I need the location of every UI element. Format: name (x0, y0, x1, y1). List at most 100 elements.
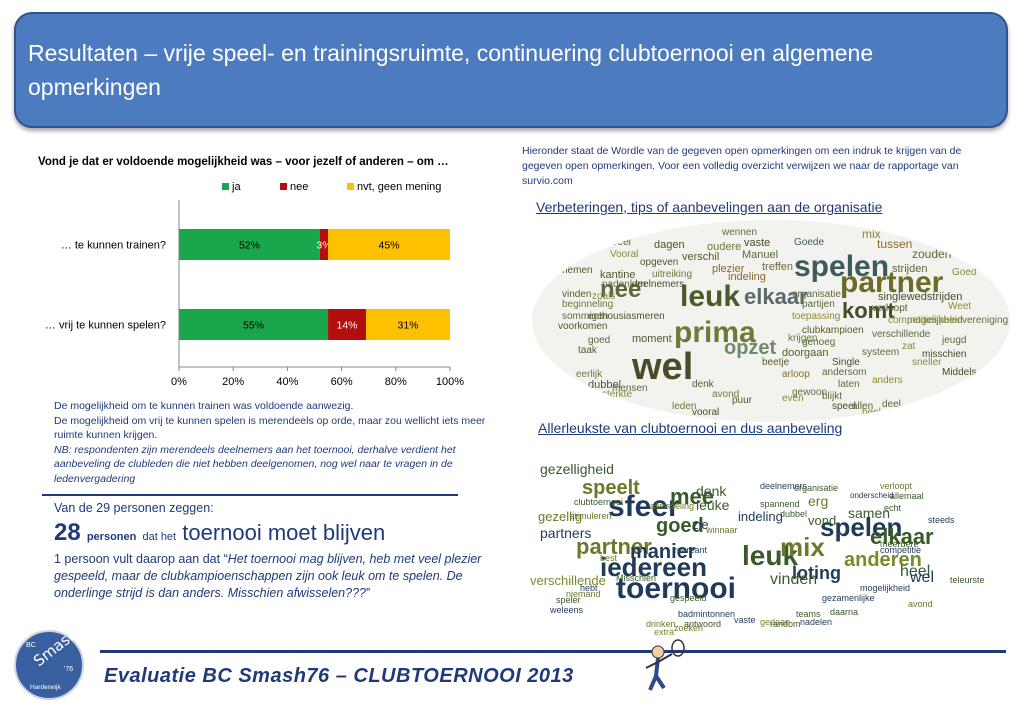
data-label: 31% (397, 320, 418, 332)
logo-name: Smash (30, 624, 81, 671)
cloud-word: allemaal (890, 491, 924, 501)
cloud-word: jeugd (942, 335, 967, 346)
data-label: 45% (379, 240, 400, 252)
cloud-word: mogelijkheid (907, 315, 963, 326)
cloud-word: dagen (654, 239, 685, 251)
cloud-word: taak (578, 345, 597, 356)
quote-text: Het toernooi mag blijven, heb met veel p… (54, 552, 482, 600)
cloud-word: verloopt (880, 481, 913, 491)
cloud-word: winnaar (706, 525, 738, 535)
respondent-quote: 1 persoon vult daarop aan dat “Het toern… (54, 551, 494, 602)
legend-swatch (347, 183, 354, 190)
legend-swatch (222, 183, 229, 190)
cloud-word: verloopt (872, 303, 908, 314)
cloud-word: zat (902, 341, 916, 352)
cloud-word: heel (900, 563, 931, 580)
cloud-word: doorgaan (782, 347, 829, 359)
note-line-3: NB: respondenten zijn merendeels deelnem… (54, 443, 456, 485)
cloud-word: vaste (734, 615, 756, 625)
bar-segment (179, 229, 320, 260)
bar-segment (328, 309, 366, 340)
cloud2-heading: Allerleukste van clubtoernooi en dus aan… (538, 420, 843, 436)
cloud-word: organisatie (792, 289, 841, 300)
word-cloud-favourites: toernooi iedereen leuk sfeer mix spelen elkaar… (530, 440, 985, 636)
cloud-word: arloop (782, 369, 810, 380)
cloud-word: eerlijk (576, 369, 603, 380)
legend-swatch (280, 183, 287, 190)
cloud-word: dubbel (588, 379, 622, 391)
cloud-word: opzet (724, 337, 777, 359)
cloud-word: Single (832, 357, 860, 368)
cloud-word: dubbel (780, 509, 808, 519)
cloud-word: leuke (696, 497, 730, 513)
cloud-word: goed (588, 335, 611, 346)
cloud-word: systeem (862, 347, 900, 358)
cloud-word: drinken (646, 619, 676, 629)
data-label: 52% (239, 240, 260, 252)
cloud-word: zoals (592, 291, 616, 302)
cloud-word: oudere (707, 241, 742, 253)
cloud-word: vinden (562, 289, 592, 300)
cloud-word: gezamenlijke (822, 593, 875, 603)
cloud-word: beetje (762, 357, 790, 368)
stacked-bar-chart: ja nee nvt, geen mening 0% 20% 40% 60% 80% 100% …… (45, 181, 464, 388)
cloud-word: Manuel (742, 249, 779, 261)
cloud-word: verschillende (530, 573, 606, 588)
cloud-word: clubtoernooi (574, 497, 624, 507)
cloud-word: leuk (680, 280, 741, 313)
cloud-word: elkaar (870, 524, 934, 549)
legend-label: ja (231, 181, 241, 193)
cloud-word: kantine (600, 269, 636, 281)
cloud-word: speler (556, 595, 581, 605)
cloud-word: Middels (942, 367, 977, 378)
cloud-word: even (782, 393, 804, 404)
cloud-word: vaste (744, 237, 771, 249)
club-logo: BC Smash '76 Harderwijk (14, 625, 84, 700)
cloud-word: partner (840, 266, 944, 299)
cloud-word: sfeer (608, 490, 680, 523)
respondents-intro: Van de 29 personen zeggen: (54, 501, 214, 515)
cloud-word: Weet (948, 301, 972, 312)
cloud-word: steeds (928, 515, 955, 525)
cloud-word: strijden (892, 263, 928, 275)
cloud-word: treffen (762, 261, 793, 273)
cloud-word: speelt (582, 477, 640, 499)
cloud-word: teleurstellend (950, 575, 985, 585)
note-line-2: De mogelijkheid om vrij te kunnen spelen… (54, 414, 486, 442)
cloud-word: stimuleren (570, 511, 612, 521)
cloud-word: wel (632, 346, 694, 388)
cloud1-heading: Verbeteringen, tips of aanbevelingen aan… (536, 199, 883, 215)
cloud-word: mix (862, 227, 881, 241)
cloud-word: extra (654, 627, 675, 637)
personen-label: personen (86, 531, 137, 543)
note-line-1: De mogelijkheid om te kunnen trainen was… (54, 400, 354, 412)
slide-title: Resultaten – vrije speel- en trainingsru… (28, 40, 874, 100)
cloud-word: organisatie (794, 483, 839, 493)
cloud-word: echt (884, 503, 902, 513)
word-cloud-improvements: wel prima leuk spelen partner nee elkaar komt op… (532, 220, 1010, 422)
cloud-word: vond (808, 513, 837, 528)
legend-label: nvt, geen mening (357, 181, 441, 193)
cloud-word: andersom (822, 367, 867, 378)
cloud-word: puur (732, 395, 753, 406)
cloud-word: competitiespeler (888, 315, 961, 326)
quote-intro: 1 persoon vult daarop aan dat “ (54, 552, 228, 566)
data-label: 3% (316, 240, 331, 252)
data-label: 14% (337, 320, 358, 332)
cloud-word: voorkomen (558, 321, 608, 332)
cloud-word: uitreiking (652, 269, 693, 280)
cloud-word: denk (696, 483, 727, 499)
divider (42, 494, 458, 496)
cloud-word: leuk (742, 540, 799, 571)
respondents-block: Van de 29 personen zeggen: 28 personen d… (54, 500, 494, 602)
bar-segment (179, 309, 329, 340)
cloud-word: manier (630, 541, 696, 563)
cloud-word: enthousiasmeren (588, 311, 665, 322)
cloud-word: loting (792, 563, 841, 583)
cloud-word: anders (872, 375, 903, 386)
cloud-word: toernooi (616, 572, 736, 605)
cloud-word: partners (540, 525, 592, 541)
cloud-word: gespeeld (670, 593, 707, 603)
cloud-word: speel (832, 401, 856, 412)
cloud-word: misschien (922, 349, 967, 360)
